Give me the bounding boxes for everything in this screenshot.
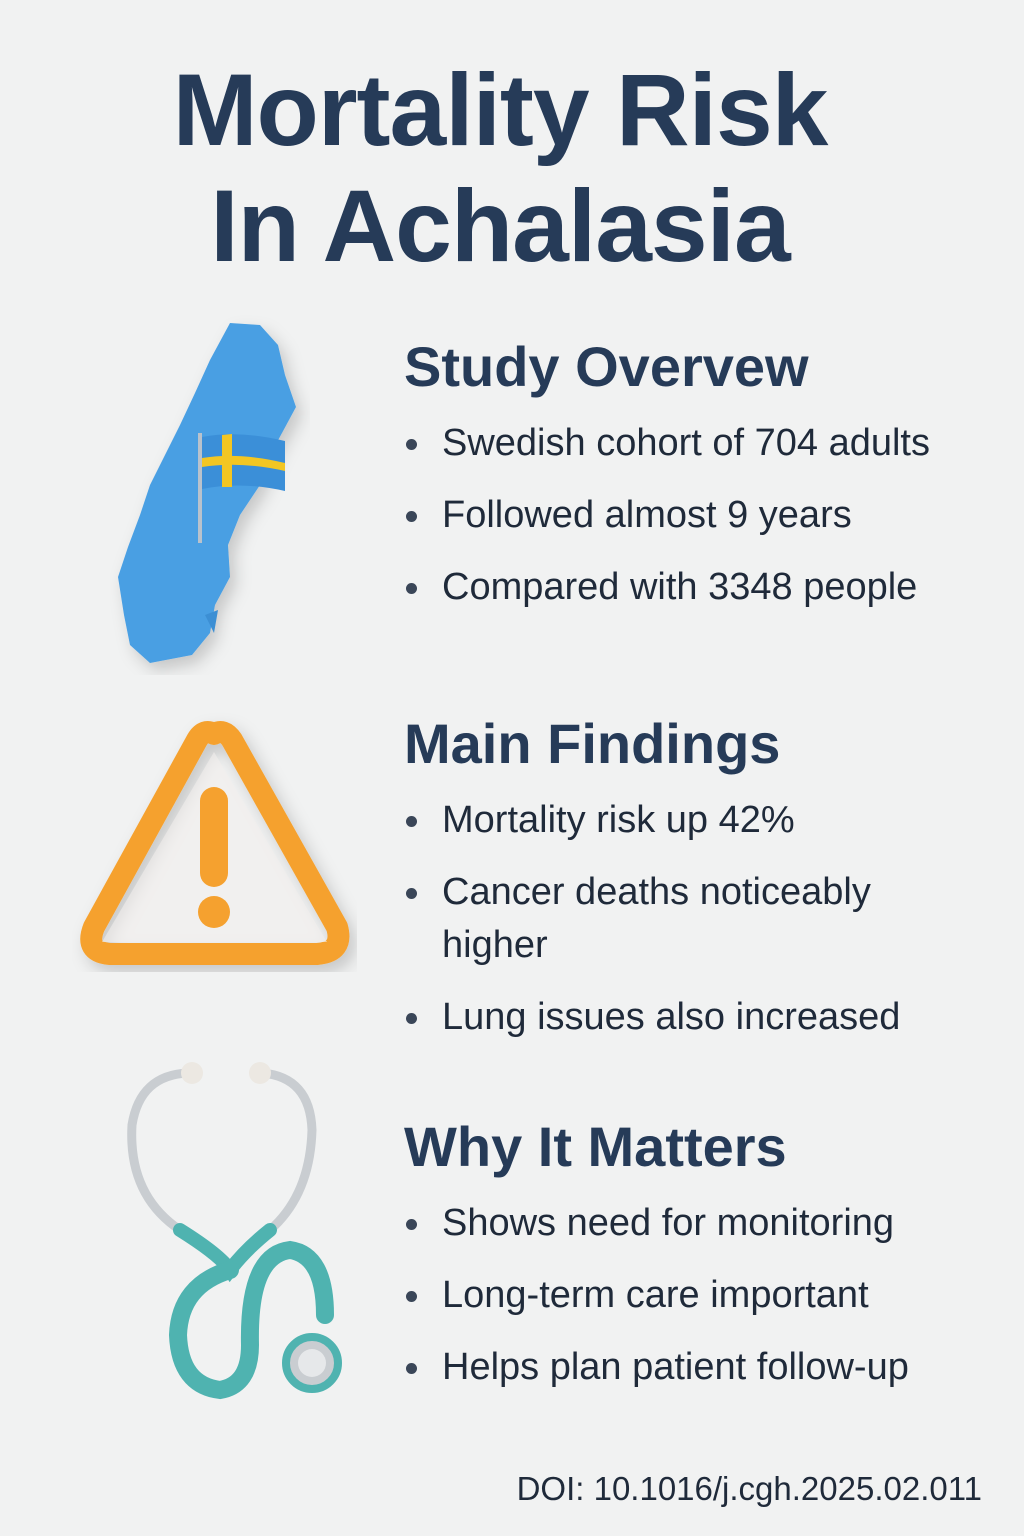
list-item: Followed almost 9 years bbox=[404, 489, 1014, 542]
bullet-icon bbox=[406, 888, 417, 899]
bullet-text: Shows need for monitoring bbox=[442, 1202, 895, 1244]
bullet-text: Cancer deaths noticeably higher bbox=[442, 871, 871, 966]
list-item: Lung issues also increased bbox=[404, 991, 1014, 1044]
bullet-icon bbox=[406, 1219, 417, 1230]
bullet-icon bbox=[406, 439, 417, 450]
section-heading: Study Overvew bbox=[404, 335, 809, 398]
stethoscope-icon bbox=[127, 1062, 342, 1400]
title-line-2: In Achalasia bbox=[210, 169, 790, 283]
bullet-text: Swedish cohort of 704 adults bbox=[442, 422, 930, 464]
section-study-overview: Study Overvew Swedish cohort of 704 adul… bbox=[404, 335, 1014, 633]
bullet-text: Helps plan patient follow-up bbox=[442, 1346, 909, 1388]
list-item: Helps plan patient follow-up bbox=[404, 1341, 1014, 1394]
bullet-icon bbox=[406, 583, 417, 594]
bullet-text: Long-term care important bbox=[442, 1274, 869, 1316]
page-title: Mortality Risk In Achalasia bbox=[0, 52, 1000, 284]
bullet-text: Compared with 3348 people bbox=[442, 566, 918, 608]
section-main-findings: Main Findings Mortality risk up 42% Canc… bbox=[404, 712, 1014, 1063]
list-item: Swedish cohort of 704 adults bbox=[404, 417, 1014, 470]
list-item: Mortality risk up 42% bbox=[404, 794, 1014, 847]
bullet-text: Mortality risk up 42% bbox=[442, 799, 795, 841]
section-heading: Main Findings bbox=[404, 712, 781, 775]
section-why-it-matters: Why It Matters Shows need for monitoring… bbox=[404, 1115, 1014, 1413]
sweden-map-flag-icon bbox=[118, 323, 296, 663]
list-item: Long-term care important bbox=[404, 1269, 1014, 1322]
section-heading: Why It Matters bbox=[404, 1115, 787, 1178]
list-item: Shows need for monitoring bbox=[404, 1197, 1014, 1250]
bullet-icon bbox=[406, 1291, 417, 1302]
bullet-icon bbox=[406, 1013, 417, 1024]
bullet-text: Followed almost 9 years bbox=[442, 494, 852, 536]
bullet-text: Lung issues also increased bbox=[442, 996, 901, 1038]
list-item: Cancer deaths noticeably higher bbox=[404, 866, 952, 972]
bullet-icon bbox=[406, 511, 417, 522]
bullet-icon bbox=[406, 816, 417, 827]
list-item: Compared with 3348 people bbox=[404, 561, 1014, 614]
warning-triangle-icon bbox=[80, 721, 350, 965]
title-line-1: Mortality Risk bbox=[172, 53, 829, 167]
bullet-icon bbox=[406, 1363, 417, 1374]
doi-citation: DOI: 10.1016/j.cgh.2025.02.011 bbox=[516, 1470, 982, 1507]
